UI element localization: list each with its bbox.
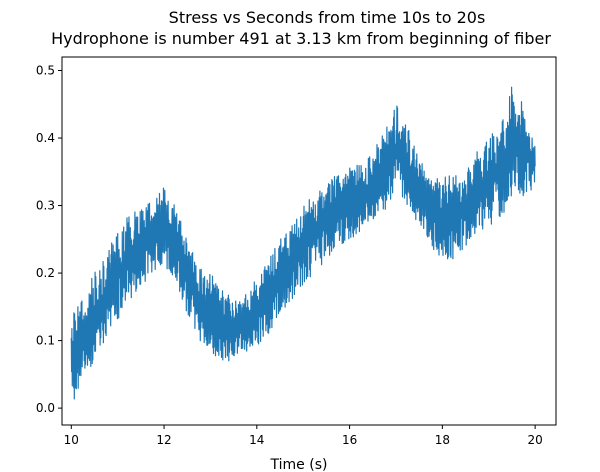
y-tick-label: 0.1 (36, 334, 55, 348)
plot-frame (61, 56, 557, 426)
y-tick-label: 0.5 (36, 64, 55, 78)
x-tick-label: 14 (249, 433, 264, 447)
chart-title: Stress vs Seconds from time 10s to 20s (169, 8, 486, 27)
x-tick-label: 12 (156, 433, 171, 447)
x-tick-label: 20 (527, 433, 542, 447)
y-tick-label: 0.0 (36, 401, 55, 415)
x-axis-label: Time (s) (270, 457, 328, 472)
chart-subtitle: Hydrophone is number 491 at 3.13 km from… (51, 29, 551, 48)
x-tick-label: 16 (342, 433, 357, 447)
series-layer (70, 86, 536, 400)
y-tick-label: 0.4 (36, 131, 55, 145)
x-tick-label: 10 (64, 433, 79, 447)
x-tick-label: 18 (435, 433, 450, 447)
y-tick-label: 0.2 (36, 266, 55, 280)
series-line (70, 86, 536, 400)
x-axis: 10 12 14 16 18 20 (64, 425, 543, 447)
y-axis: 0.0 0.1 0.2 0.3 0.4 0.5 (36, 64, 62, 415)
y-tick-label: 0.3 (36, 199, 55, 213)
